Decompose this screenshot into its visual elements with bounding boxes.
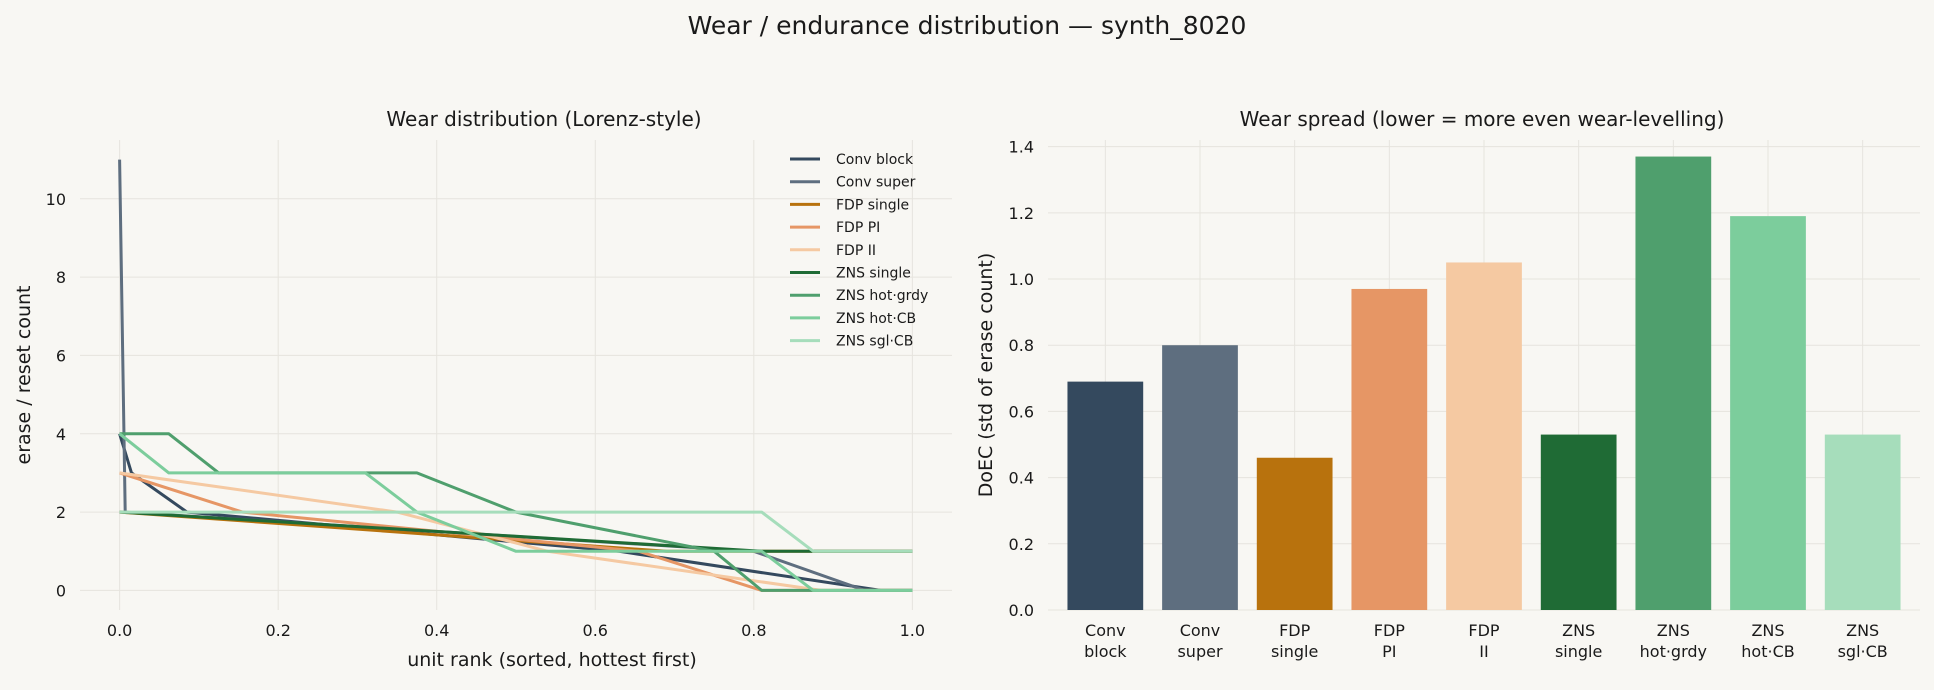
legend-entry: FDP II [836, 243, 876, 259]
legend-entry: ZNS single [836, 266, 911, 282]
bar [1635, 156, 1712, 610]
right-x-tick-label: super [1177, 642, 1222, 661]
legend: Conv block Conv super FDP single FDP PI FDP … [790, 152, 928, 350]
bar [1824, 434, 1901, 610]
left-y-tick-label: 8 [56, 268, 66, 287]
legend-entry: ZNS hot·CB [836, 311, 916, 327]
series-line [119, 510, 913, 553]
right-x-tick-label: ZNS [1751, 621, 1784, 640]
legend-entry: FDP single [836, 197, 909, 213]
right-x-tick-label: Conv [1180, 621, 1221, 640]
right-x-tick-label: Conv [1085, 621, 1126, 640]
left-y-tick-label: 6 [56, 346, 66, 365]
right-panel-title: Wear spread (lower = more even wear-leve… [1240, 107, 1725, 131]
right-x-tick-label: hot·grdy [1640, 642, 1707, 661]
left-y-tick-label: 10 [46, 190, 66, 209]
left-panel-title: Wear distribution (Lorenz-style) [386, 107, 701, 131]
left-tick-labels: 0.0 0.2 0.4 0.6 0.8 1.0 0 2 4 6 8 10 [46, 190, 925, 640]
legend-entry: Conv block [836, 152, 914, 168]
bar [1351, 288, 1428, 610]
bar [1446, 262, 1522, 610]
right-x-tick-label: II [1479, 642, 1488, 661]
figure-title: Wear / endurance distribution — synth_80… [688, 11, 1247, 40]
left-x-tick-label: 0.0 [107, 621, 132, 640]
bar [1730, 216, 1806, 610]
legend-entry: Conv super [836, 175, 916, 191]
right-x-tick-label: FDP [1468, 621, 1500, 640]
right-x-tick-label: ZNS [1657, 621, 1690, 640]
wear-distribution-panel: Wear distribution (Lorenz-style) 0.0 0.2 0… [13, 107, 952, 671]
right-x-tick-label: single [1271, 642, 1318, 661]
right-x-tick-label: FDP [1279, 621, 1311, 640]
left-x-axis-label: unit rank (sorted, hottest first) [407, 649, 697, 671]
series-line [119, 510, 913, 553]
right-x-tick-label: PI [1382, 642, 1396, 661]
left-x-tick-label: 0.2 [265, 621, 290, 640]
right-y-tick-label: 0.0 [1009, 601, 1034, 620]
right-y-tick-label: 1.0 [1009, 270, 1034, 289]
left-y-axis-label: erase / reset count [13, 286, 35, 465]
right-y-axis-label: DoEC (std of erase count) [975, 253, 997, 498]
left-x-tick-label: 1.0 [900, 621, 925, 640]
bar [1540, 434, 1617, 610]
bar [1067, 381, 1144, 610]
series-line [119, 432, 913, 592]
right-x-tick-label: sgl·CB [1838, 642, 1888, 661]
series-line [119, 471, 913, 592]
bar [1256, 457, 1333, 610]
bar [1162, 345, 1238, 610]
right-x-tick-label: single [1555, 642, 1602, 661]
right-x-tick-label: FDP [1374, 621, 1406, 640]
left-y-tick-label: 0 [56, 581, 66, 600]
left-x-tick-label: 0.4 [424, 621, 449, 640]
right-y-tick-label: 0.6 [1009, 402, 1034, 421]
left-y-tick-label: 2 [56, 503, 66, 522]
right-y-tick-label: 0.8 [1009, 336, 1034, 355]
right-x-tick-label: ZNS [1562, 621, 1595, 640]
series-line [118, 432, 913, 592]
left-x-tick-label: 0.6 [583, 621, 608, 640]
legend-entry: FDP PI [836, 220, 880, 236]
left-grid [80, 140, 952, 610]
right-x-tick-label: hot·CB [1741, 642, 1794, 661]
left-series-lines [118, 159, 913, 592]
right-x-tick-label: block [1084, 642, 1127, 661]
legend-entry: ZNS hot·grdy [836, 288, 928, 304]
left-x-tick-label: 0.8 [741, 621, 766, 640]
left-y-tick-label: 4 [56, 425, 66, 444]
right-bars [1067, 156, 1901, 610]
right-y-tick-label: 1.4 [1009, 138, 1034, 157]
right-tick-labels: 0.0 0.2 0.4 0.6 0.8 1.0 1.2 1.4 Conv block Conv sup… [1009, 138, 1888, 661]
right-y-tick-label: 0.4 [1009, 469, 1034, 488]
right-y-tick-label: 0.2 [1009, 535, 1034, 554]
series-line [118, 159, 913, 592]
right-y-tick-label: 1.2 [1009, 204, 1034, 223]
wear-spread-panel: Wear spread (lower = more even wear-leve… [975, 107, 1920, 661]
legend-entry: ZNS sgl·CB [836, 334, 913, 350]
right-x-tick-label: ZNS [1846, 621, 1879, 640]
